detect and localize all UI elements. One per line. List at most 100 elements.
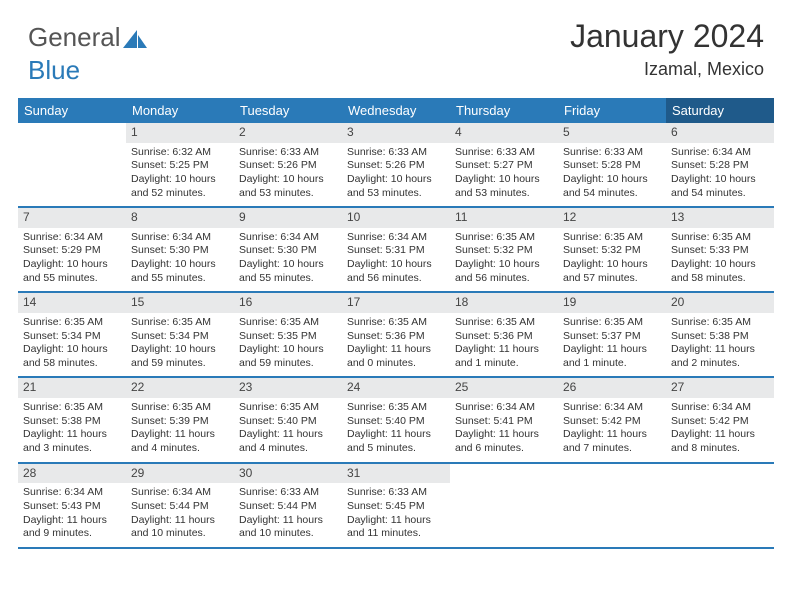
day-sunrise: Sunrise: 6:35 AM	[563, 316, 661, 330]
day-sunrise: Sunrise: 6:34 AM	[671, 146, 769, 160]
day-sunset: Sunset: 5:33 PM	[671, 244, 769, 258]
day-number: 28	[18, 464, 126, 484]
day-sunrise: Sunrise: 6:35 AM	[563, 231, 661, 245]
day-daylight1: Daylight: 10 hours	[455, 258, 553, 272]
day-daylight2: and 8 minutes.	[671, 442, 769, 456]
day-sunset: Sunset: 5:35 PM	[239, 330, 337, 344]
day-sunrise: Sunrise: 6:33 AM	[347, 486, 445, 500]
day-daylight1: Daylight: 10 hours	[239, 343, 337, 357]
day-cell: 24Sunrise: 6:35 AMSunset: 5:40 PMDayligh…	[342, 378, 450, 461]
day-sunset: Sunset: 5:43 PM	[23, 500, 121, 514]
day-sunrise: Sunrise: 6:35 AM	[23, 401, 121, 415]
day-daylight2: and 1 minute.	[563, 357, 661, 371]
day-sunset: Sunset: 5:34 PM	[131, 330, 229, 344]
day-number: 31	[342, 464, 450, 484]
day-body: Sunrise: 6:34 AMSunset: 5:31 PMDaylight:…	[342, 228, 450, 292]
day-cell: 5Sunrise: 6:33 AMSunset: 5:28 PMDaylight…	[558, 123, 666, 206]
day-daylight1: Daylight: 10 hours	[131, 258, 229, 272]
day-sunrise: Sunrise: 6:35 AM	[347, 316, 445, 330]
day-daylight1: Daylight: 11 hours	[23, 514, 121, 528]
day-body: Sunrise: 6:34 AMSunset: 5:29 PMDaylight:…	[18, 228, 126, 292]
day-number: 6	[666, 123, 774, 143]
day-sunrise: Sunrise: 6:33 AM	[563, 146, 661, 160]
day-body: Sunrise: 6:33 AMSunset: 5:26 PMDaylight:…	[342, 143, 450, 207]
day-daylight2: and 3 minutes.	[23, 442, 121, 456]
day-daylight1: Daylight: 11 hours	[347, 514, 445, 528]
day-cell: 3Sunrise: 6:33 AMSunset: 5:26 PMDaylight…	[342, 123, 450, 206]
day-body: Sunrise: 6:35 AMSunset: 5:36 PMDaylight:…	[450, 313, 558, 377]
day-cell: 7Sunrise: 6:34 AMSunset: 5:29 PMDaylight…	[18, 208, 126, 291]
day-cell	[18, 123, 126, 206]
day-cell: 1Sunrise: 6:32 AMSunset: 5:25 PMDaylight…	[126, 123, 234, 206]
day-cell: 13Sunrise: 6:35 AMSunset: 5:33 PMDayligh…	[666, 208, 774, 291]
day-sunrise: Sunrise: 6:34 AM	[23, 486, 121, 500]
day-body: Sunrise: 6:34 AMSunset: 5:44 PMDaylight:…	[126, 483, 234, 547]
day-cell: 4Sunrise: 6:33 AMSunset: 5:27 PMDaylight…	[450, 123, 558, 206]
day-sunrise: Sunrise: 6:35 AM	[23, 316, 121, 330]
day-cell: 22Sunrise: 6:35 AMSunset: 5:39 PMDayligh…	[126, 378, 234, 461]
day-body: Sunrise: 6:33 AMSunset: 5:26 PMDaylight:…	[234, 143, 342, 207]
day-number: 15	[126, 293, 234, 313]
day-number: 5	[558, 123, 666, 143]
day-daylight1: Daylight: 11 hours	[563, 428, 661, 442]
day-sunrise: Sunrise: 6:34 AM	[239, 231, 337, 245]
day-sunrise: Sunrise: 6:33 AM	[239, 146, 337, 160]
logo-sail-icon	[123, 24, 147, 55]
day-number: 17	[342, 293, 450, 313]
day-daylight2: and 10 minutes.	[131, 527, 229, 541]
day-cell: 15Sunrise: 6:35 AMSunset: 5:34 PMDayligh…	[126, 293, 234, 376]
day-number: 2	[234, 123, 342, 143]
day-body: Sunrise: 6:33 AMSunset: 5:27 PMDaylight:…	[450, 143, 558, 207]
day-daylight1: Daylight: 10 hours	[347, 258, 445, 272]
day-daylight2: and 55 minutes.	[131, 272, 229, 286]
day-daylight1: Daylight: 10 hours	[239, 173, 337, 187]
day-sunset: Sunset: 5:40 PM	[239, 415, 337, 429]
header-right: January 2024 Izamal, Mexico	[570, 18, 764, 80]
logo: General Blue	[28, 22, 147, 86]
day-number: 20	[666, 293, 774, 313]
day-cell: 28 Sunrise: 6:34 AMSunset: 5:43 PMDayligh…	[18, 464, 126, 547]
day-body: Sunrise: 6:34 AMSunset: 5:30 PMDaylight:…	[126, 228, 234, 292]
day-sunset: Sunset: 5:25 PM	[131, 159, 229, 173]
day-daylight1: Daylight: 10 hours	[23, 258, 121, 272]
day-daylight2: and 0 minutes.	[347, 357, 445, 371]
day-body: Sunrise: 6:35 AMSunset: 5:38 PMDaylight:…	[18, 398, 126, 462]
day-daylight1: Daylight: 10 hours	[563, 258, 661, 272]
day-sunrise: Sunrise: 6:35 AM	[239, 401, 337, 415]
day-daylight2: and 58 minutes.	[23, 357, 121, 371]
day-sunset: Sunset: 5:37 PM	[563, 330, 661, 344]
day-daylight1: Daylight: 10 hours	[131, 173, 229, 187]
week-row: 7Sunrise: 6:34 AMSunset: 5:29 PMDaylight…	[18, 208, 774, 293]
day-daylight2: and 1 minute.	[455, 357, 553, 371]
day-number: 24	[342, 378, 450, 398]
day-daylight1: Daylight: 11 hours	[239, 514, 337, 528]
day-body: Sunrise: 6:35 AMSunset: 5:40 PMDaylight:…	[234, 398, 342, 462]
day-daylight1: Daylight: 11 hours	[347, 428, 445, 442]
day-daylight2: and 5 minutes.	[347, 442, 445, 456]
week-row: 21Sunrise: 6:35 AMSunset: 5:38 PMDayligh…	[18, 378, 774, 463]
day-sunrise: Sunrise: 6:34 AM	[131, 231, 229, 245]
day-sunset: Sunset: 5:39 PM	[131, 415, 229, 429]
weekday-wednesday: Wednesday	[342, 98, 450, 123]
day-cell	[450, 464, 558, 547]
day-sunset: Sunset: 5:38 PM	[671, 330, 769, 344]
day-number: 25	[450, 378, 558, 398]
day-daylight2: and 55 minutes.	[23, 272, 121, 286]
day-body: Sunrise: 6:35 AMSunset: 5:32 PMDaylight:…	[450, 228, 558, 292]
day-cell: 27Sunrise: 6:34 AMSunset: 5:42 PMDayligh…	[666, 378, 774, 461]
day-cell: 6Sunrise: 6:34 AMSunset: 5:28 PMDaylight…	[666, 123, 774, 206]
day-sunset: Sunset: 5:42 PM	[563, 415, 661, 429]
day-cell: 10Sunrise: 6:34 AMSunset: 5:31 PMDayligh…	[342, 208, 450, 291]
day-daylight1: Daylight: 11 hours	[131, 514, 229, 528]
day-daylight1: Daylight: 11 hours	[347, 343, 445, 357]
day-daylight2: and 59 minutes.	[239, 357, 337, 371]
day-sunrise: Sunrise: 6:35 AM	[131, 401, 229, 415]
day-sunset: Sunset: 5:41 PM	[455, 415, 553, 429]
day-cell: 12Sunrise: 6:35 AMSunset: 5:32 PMDayligh…	[558, 208, 666, 291]
day-daylight1: Daylight: 11 hours	[131, 428, 229, 442]
day-daylight1: Daylight: 10 hours	[671, 258, 769, 272]
calendar: Sunday Monday Tuesday Wednesday Thursday…	[18, 98, 774, 549]
day-cell: 21Sunrise: 6:35 AMSunset: 5:38 PMDayligh…	[18, 378, 126, 461]
day-daylight1: Daylight: 10 hours	[239, 258, 337, 272]
day-cell: 9Sunrise: 6:34 AMSunset: 5:30 PMDaylight…	[234, 208, 342, 291]
